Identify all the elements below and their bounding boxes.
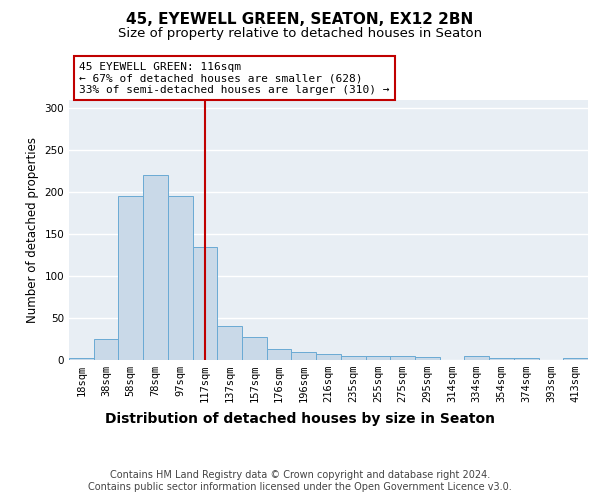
Bar xyxy=(143,176,168,360)
Bar xyxy=(514,358,539,360)
Text: Distribution of detached houses by size in Seaton: Distribution of detached houses by size … xyxy=(105,412,495,426)
Bar xyxy=(292,352,316,360)
Bar xyxy=(94,339,118,360)
Bar xyxy=(341,356,365,360)
Bar xyxy=(563,358,588,360)
Bar xyxy=(193,247,217,360)
Bar xyxy=(316,354,341,360)
Bar xyxy=(217,326,242,360)
Bar xyxy=(69,358,94,360)
Bar xyxy=(168,196,193,360)
Text: Contains HM Land Registry data © Crown copyright and database right 2024.
Contai: Contains HM Land Registry data © Crown c… xyxy=(88,470,512,492)
Bar xyxy=(415,358,440,360)
Bar xyxy=(365,356,390,360)
Text: Size of property relative to detached houses in Seaton: Size of property relative to detached ho… xyxy=(118,28,482,40)
Bar xyxy=(267,349,292,360)
Text: 45, EYEWELL GREEN, SEATON, EX12 2BN: 45, EYEWELL GREEN, SEATON, EX12 2BN xyxy=(127,12,473,28)
Y-axis label: Number of detached properties: Number of detached properties xyxy=(26,137,39,323)
Bar xyxy=(464,356,489,360)
Bar xyxy=(390,356,415,360)
Bar xyxy=(489,358,514,360)
Bar xyxy=(242,338,267,360)
Bar xyxy=(118,196,143,360)
Text: 45 EYEWELL GREEN: 116sqm
← 67% of detached houses are smaller (628)
33% of semi-: 45 EYEWELL GREEN: 116sqm ← 67% of detach… xyxy=(79,62,390,95)
